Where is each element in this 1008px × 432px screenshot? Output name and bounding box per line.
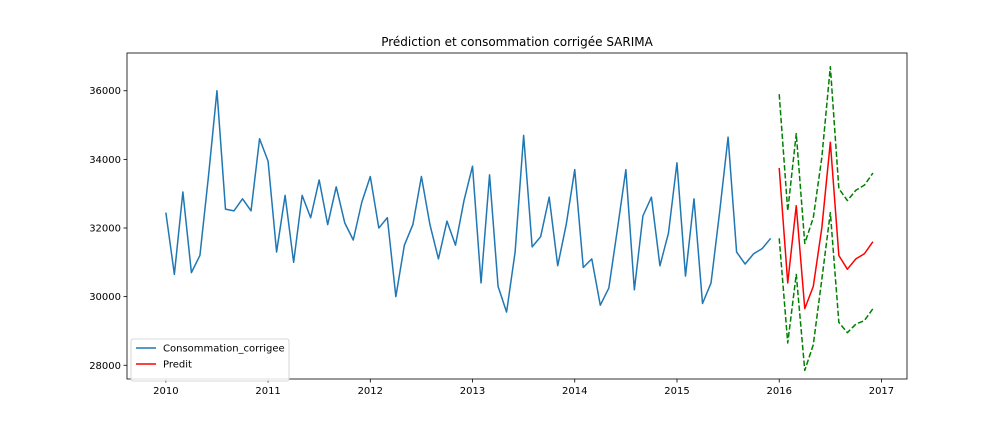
x-tick-label: 2014 [562,386,587,397]
legend: Consommation_corrigee Predit [130,338,290,382]
plot-area [165,65,874,372]
x-tick-label: 2015 [664,386,689,397]
x-tick-label: 2016 [766,386,791,397]
legend-box [130,338,290,382]
x-tick-label: 2012 [358,386,383,397]
y-tick-label: 32000 [89,224,121,235]
legend-label: Predit [163,360,192,371]
y-tick-label: 28000 [89,361,121,372]
chart-title: Prédiction et consommation corrigée SARI… [381,35,653,49]
series-line-1 [778,141,874,310]
x-tick-label: 2017 [869,386,894,397]
axes: 2010 2011 2012 2013 2014 2015 2016 2017 28000 300… [89,52,908,397]
series-line-3 [778,211,874,372]
y-tick-label: 36000 [89,86,121,97]
x-tick-label: 2013 [460,386,485,397]
axes-frame [126,52,908,380]
x-tick-label: 2011 [255,386,280,397]
series-line-2 [778,65,874,245]
y-tick-label: 34000 [89,155,121,166]
series-line-0 [165,90,772,313]
x-tick-label: 2010 [153,386,178,397]
y-tick-label: 30000 [89,292,121,303]
legend-label: Consommation_corrigee [163,344,285,355]
